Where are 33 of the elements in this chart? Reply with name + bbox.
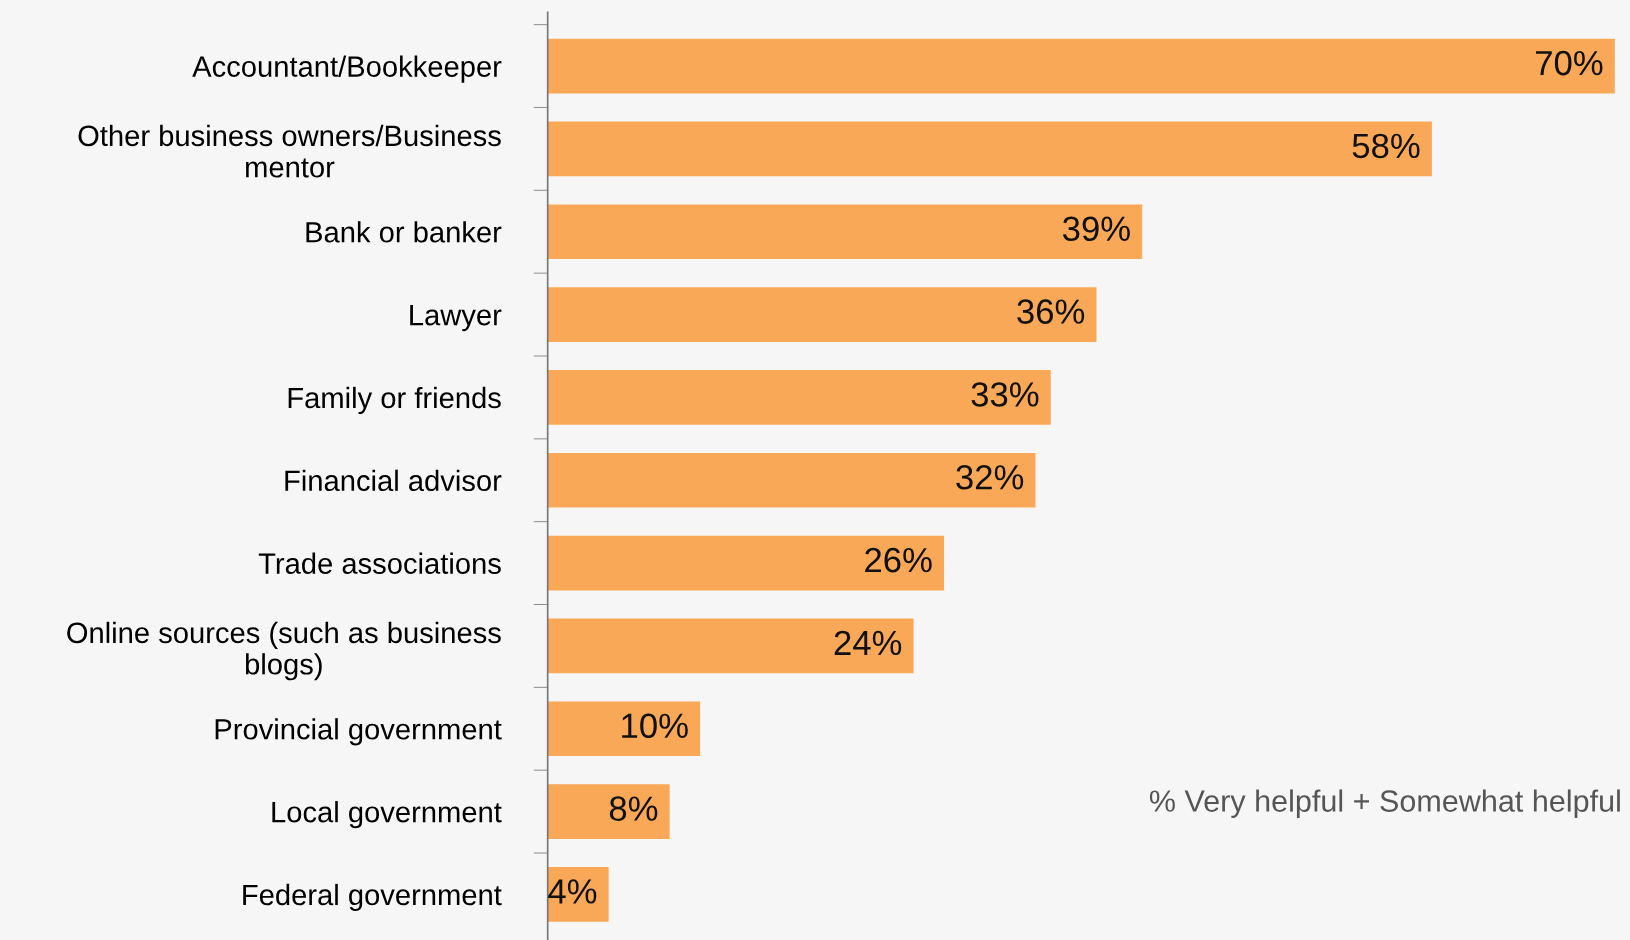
y-tick-label: Federal government bbox=[243, 883, 502, 912]
bar bbox=[547, 204, 1143, 260]
bar bbox=[547, 784, 670, 839]
data-label: 39% bbox=[1062, 216, 1130, 242]
data-label: 24% bbox=[834, 630, 902, 656]
data-label: 4% bbox=[548, 879, 597, 904]
annotation: % Very helpful + Somewhat helpful bbox=[1149, 789, 1620, 818]
y-tick-label: Lawyer bbox=[410, 305, 502, 332]
data-label: 58% bbox=[1352, 133, 1420, 159]
y-tick-label: Provincial government bbox=[215, 718, 502, 746]
y-tick-label: Local government bbox=[272, 801, 502, 829]
bar bbox=[547, 618, 914, 674]
bar bbox=[547, 701, 701, 757]
y-tick-label: Other business owners/Business mentor bbox=[78, 124, 501, 178]
data-label: 8% bbox=[609, 796, 658, 821]
y-tick-label: Accountant/Bookkeeper bbox=[192, 55, 502, 83]
bar bbox=[547, 121, 1432, 177]
data-label: 26% bbox=[865, 547, 932, 573]
y-tick-label: Bank or banker bbox=[306, 221, 502, 243]
bar bbox=[547, 38, 1615, 94]
data-label: 33% bbox=[971, 382, 1039, 407]
bar bbox=[547, 370, 1051, 425]
y-tick-label: Financial advisor bbox=[285, 469, 502, 492]
data-label: 32% bbox=[956, 464, 1024, 490]
bar bbox=[547, 287, 1097, 342]
y-tick-label: Family or friends bbox=[288, 386, 501, 415]
bar bbox=[547, 452, 1036, 508]
data-label: 10% bbox=[622, 713, 688, 739]
y-tick-label: Trade associations bbox=[258, 552, 501, 574]
y-tick-label: Online sources (such as business blogs) bbox=[67, 621, 501, 681]
data-label: 70% bbox=[1536, 50, 1603, 76]
bar bbox=[547, 535, 945, 591]
data-label: 36% bbox=[1017, 299, 1085, 324]
